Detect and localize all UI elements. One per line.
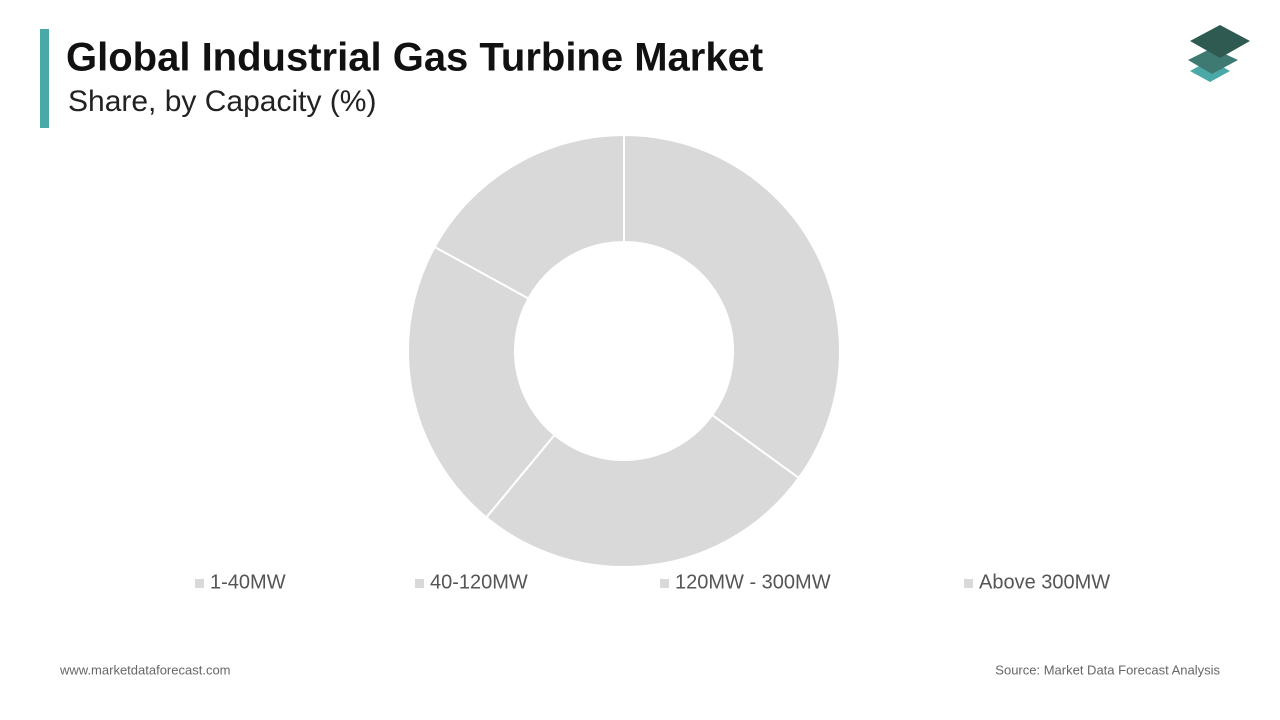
- legend-swatch: [415, 579, 424, 588]
- legend-label: 120MW - 300MW: [675, 571, 831, 593]
- legend-swatch: [195, 579, 204, 588]
- legend-label: 40-120MW: [430, 571, 528, 593]
- donut-segment: [484, 413, 801, 568]
- logo: [1188, 25, 1250, 82]
- chart-title: Global Industrial Gas Turbine Market: [66, 36, 763, 80]
- legend-label: Above 300MW: [979, 571, 1110, 593]
- donut-segment: [623, 133, 841, 480]
- title-bar: [40, 29, 49, 128]
- website: www.marketdataforecast.com: [59, 662, 231, 677]
- legend-swatch: [660, 579, 669, 588]
- chart-subtitle: Share, by Capacity (%): [68, 85, 376, 118]
- source: Source: Market Data Forecast Analysis: [995, 662, 1220, 677]
- legend-label: 1-40MW: [210, 571, 286, 593]
- legend-swatch: [964, 579, 973, 588]
- donut-segment: [407, 245, 556, 519]
- donut-segment: [433, 133, 625, 300]
